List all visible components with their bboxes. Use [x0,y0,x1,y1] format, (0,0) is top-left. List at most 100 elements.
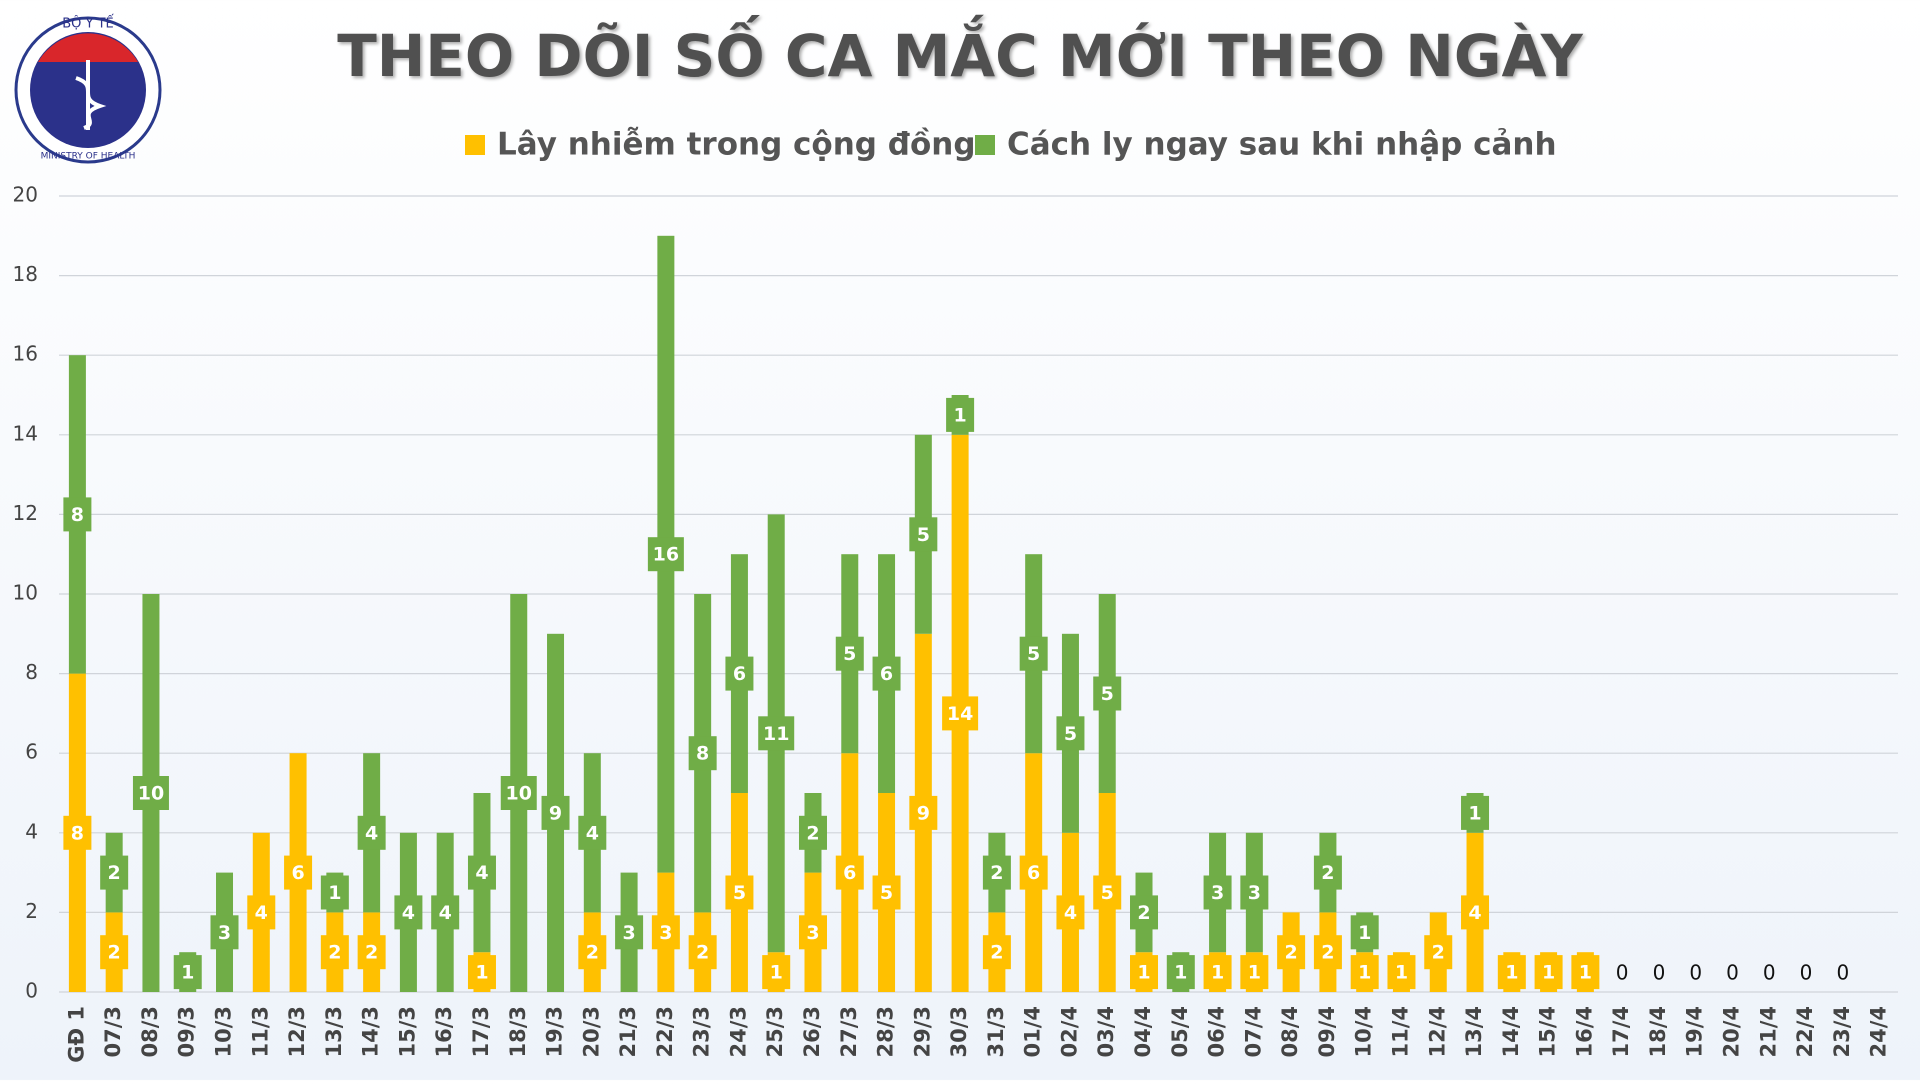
value-label: 1 [1542,962,1555,984]
value-label: 4 [402,902,415,924]
value-label-box [1019,636,1048,671]
x-tick-label: 06/4 [1205,1006,1229,1058]
x-tick-label: 15/3 [395,1006,419,1058]
x-tick-label: 23/4 [1830,1006,1854,1058]
value-label-box [173,955,202,990]
x-tick-label: 30/3 [947,1006,971,1058]
value-label: 1 [1358,922,1371,944]
value-label-box [63,497,92,532]
value-label: 3 [622,922,635,944]
x-tick-label: 14/3 [359,1006,383,1058]
x-tick-label: GĐ 1 [64,1006,88,1063]
x-tick-label: 23/3 [690,1006,714,1058]
value-label: 16 [653,544,679,566]
value-label: 0 [1836,961,1849,985]
value-label-box [1350,955,1379,990]
value-label: 2 [586,942,599,964]
value-label-box [835,636,864,671]
value-label: 3 [806,922,819,944]
value-label-box [982,935,1011,970]
value-label: 1 [1248,962,1261,984]
value-label-box [63,815,92,850]
x-tick-label: 25/3 [763,1006,787,1058]
value-label: 1 [1505,962,1518,984]
x-tick-label: 01/4 [1021,1006,1045,1058]
value-label: 4 [365,822,378,844]
x-tick-label: 21/3 [616,1006,640,1058]
value-label: 4 [255,902,268,924]
value-label-box [1424,935,1453,970]
value-label-box [100,855,129,890]
value-label: 14 [947,703,973,725]
value-label-box [357,815,386,850]
y-tick-label: 4 [25,819,38,843]
value-label-box [1240,955,1269,990]
x-tick-label: 02/4 [1057,1006,1081,1058]
value-label-box [100,935,129,970]
value-label: 10 [138,783,164,805]
value-label-box [1277,935,1306,970]
value-label: 2 [990,862,1003,884]
value-label: 4 [586,822,599,844]
x-tick-label: 15/4 [1536,1006,1560,1058]
x-tick-label: 13/3 [322,1006,346,1058]
value-label-box [467,955,496,990]
value-label: 9 [549,802,562,824]
x-tick-label: 10/4 [1352,1006,1376,1058]
value-label: 5 [1101,882,1114,904]
legend-swatch [975,135,995,155]
value-label: 6 [880,663,893,685]
x-tick-label: 28/3 [874,1006,898,1058]
value-label: 2 [806,822,819,844]
value-label: 5 [1064,723,1077,745]
value-label: 0 [1616,961,1629,985]
value-label-box [942,696,979,731]
value-label-box [1093,676,1122,711]
y-tick-label: 0 [25,979,38,1003]
y-tick-label: 16 [13,342,38,366]
x-tick-label: 16/4 [1572,1006,1596,1058]
x-tick-label: 26/3 [800,1006,824,1058]
value-label-box [909,795,938,830]
value-label: 6 [291,862,304,884]
value-label-box [1313,935,1342,970]
value-label: 6 [1027,862,1040,884]
value-label-box [946,397,975,432]
value-label-box [1093,875,1122,910]
value-label-box [467,855,496,890]
value-label-box [762,955,791,990]
x-tick-label: 12/3 [285,1006,309,1058]
value-label-box [725,875,754,910]
value-label-box [615,915,644,950]
value-label-box [1056,716,1085,751]
value-label: 3 [1248,882,1261,904]
x-tick-label: 10/3 [212,1006,236,1058]
value-label-box [541,795,570,830]
y-tick-label: 8 [25,660,38,684]
value-label-box [1019,855,1048,890]
value-label-box [688,935,717,970]
value-label-box [651,915,680,950]
chart-title: THEO DÕI SỐ CA MẮC MỚI THEO NGÀY [337,13,1584,90]
value-label-box [578,815,607,850]
x-tick-label: 07/3 [101,1006,125,1058]
value-label: 1 [1395,962,1408,984]
x-tick-label: 22/4 [1793,1006,1817,1058]
value-label: 2 [696,942,709,964]
value-label: 5 [1101,683,1114,705]
x-tick-label: 03/4 [1094,1006,1118,1058]
value-label: 6 [733,663,746,685]
value-label-box [1203,955,1232,990]
value-label-box [284,855,313,890]
y-tick-label: 2 [25,899,38,923]
y-tick-label: 14 [13,421,38,445]
value-label: 6 [843,862,856,884]
value-label: 5 [733,882,746,904]
value-label: 5 [917,524,930,546]
value-label-box [320,875,349,910]
legend-label: Lây nhiễm trong cộng đồng [497,127,976,163]
value-label-box [1166,955,1195,990]
x-tick-label: 20/4 [1719,1006,1743,1058]
value-label-box [1497,955,1526,990]
